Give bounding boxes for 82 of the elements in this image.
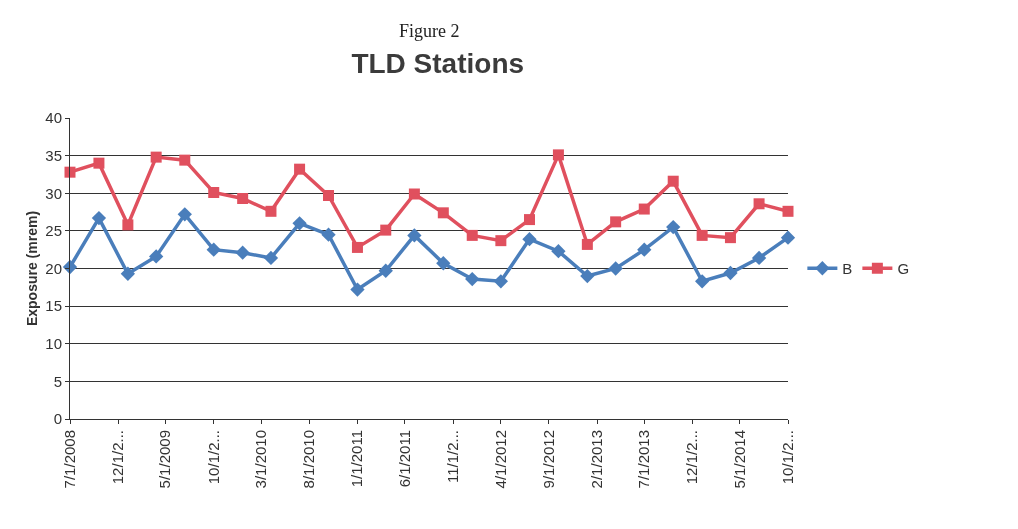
x-tick-label: 7/1/2008 [60, 430, 78, 489]
x-tick-label: 3/1/2010 [252, 430, 270, 489]
point [466, 229, 478, 241]
point [724, 232, 736, 244]
y-tick-label: 40 [45, 109, 62, 127]
x-tick-label: 6/1/2011 [395, 430, 413, 488]
x-tick-label: 9/1/2012 [539, 430, 557, 489]
point [294, 163, 306, 175]
y-tick-label: 15 [45, 297, 62, 315]
x-tick-label: 8/1/2010 [300, 430, 318, 489]
point [292, 216, 307, 231]
chart-title: TLD Stations [351, 47, 525, 79]
point [263, 250, 279, 266]
legend-label: G [897, 260, 910, 278]
point [265, 205, 277, 217]
x-tick-label: 2/1/2013 [587, 430, 605, 489]
point [666, 219, 681, 235]
point [321, 227, 336, 242]
point [91, 210, 107, 226]
point [753, 198, 765, 210]
caption: Figure 2 [399, 21, 460, 41]
point [493, 274, 509, 289]
point [437, 207, 449, 219]
point [64, 166, 76, 178]
point [150, 151, 162, 163]
point [93, 157, 105, 169]
point [723, 265, 738, 281]
point [408, 188, 420, 200]
point [62, 259, 78, 275]
x-tick-label: 5/1/2014 [730, 430, 748, 489]
point [378, 263, 393, 278]
point [580, 268, 595, 284]
point [551, 244, 566, 259]
y-tick-label: 5 [53, 372, 62, 390]
point [638, 203, 650, 215]
legend-label: B [842, 260, 853, 278]
y-tick-label: 0 [53, 410, 62, 428]
point [149, 249, 164, 264]
point [523, 214, 535, 226]
y-tick-label: 20 [45, 259, 62, 277]
point [237, 193, 249, 205]
point [751, 250, 767, 266]
point [407, 228, 422, 243]
point [235, 245, 250, 260]
x-tick-label: 1/1/2011 [348, 430, 366, 488]
point [696, 229, 708, 241]
point [206, 242, 221, 257]
x-tick-label: 7/1/2013 [635, 430, 653, 489]
y-axis-title: Exposure (mrem) [23, 210, 40, 327]
point [637, 242, 652, 257]
point [350, 282, 365, 297]
x-tick-label: 12/1/2... [683, 430, 701, 485]
x-tick-label: 4/1/2012 [491, 430, 509, 489]
point [608, 261, 623, 276]
point [495, 235, 507, 247]
x-tick-label: 11/1/2... [443, 430, 461, 484]
point [323, 190, 335, 202]
y-tick-label: 35 [45, 146, 62, 164]
point [694, 274, 710, 289]
point [552, 149, 564, 161]
point [522, 232, 537, 247]
x-tick-label: 12/1/2... [109, 430, 126, 485]
x-tick-label: 5/1/2009 [156, 430, 174, 489]
point [179, 154, 191, 166]
x-tick-label: 10/1/2... [778, 430, 796, 485]
point [177, 207, 192, 222]
point [122, 219, 134, 231]
point [208, 187, 220, 198]
y-tick-label: 10 [45, 335, 62, 352]
x-tick-label: 10/1/2... [204, 430, 222, 485]
point [780, 230, 796, 245]
y-tick-label: 30 [45, 184, 62, 202]
point [351, 241, 363, 253]
y-tick-label: 25 [45, 222, 62, 240]
point [436, 256, 451, 271]
point [610, 216, 622, 228]
point [380, 224, 392, 236]
point [120, 266, 136, 281]
point [782, 205, 794, 217]
point [667, 175, 679, 187]
point [581, 238, 593, 250]
point [465, 271, 480, 287]
